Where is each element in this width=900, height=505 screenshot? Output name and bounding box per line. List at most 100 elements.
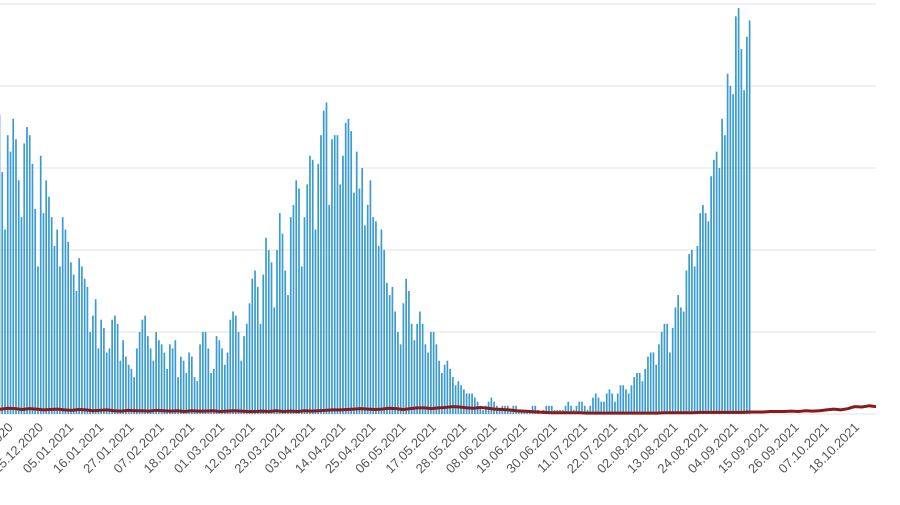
bar [237,332,240,414]
bar [707,221,710,414]
bar [666,323,669,414]
bar [256,286,259,414]
bar [660,332,663,414]
bar [377,245,380,414]
bar [281,233,284,414]
bar [125,356,127,414]
bar [75,291,78,414]
bar [625,389,627,414]
bar [715,151,718,414]
bar [158,340,160,414]
bar [468,393,471,414]
bar [141,319,144,414]
bar [210,373,212,414]
bar [94,299,97,414]
bar [4,229,6,414]
bar [402,303,405,414]
bar [594,393,597,414]
bar [419,311,421,414]
bar [592,397,594,414]
bar [138,332,141,414]
bar [358,188,361,414]
bar [740,49,743,414]
bar [691,250,693,414]
bar [248,303,251,414]
bar [317,163,320,414]
bar [339,184,342,414]
bar [545,405,548,414]
bar [218,340,221,414]
bar [509,409,512,414]
bar [364,225,366,414]
bar [446,360,449,414]
bar [56,229,59,414]
bar [26,127,28,414]
bar [342,155,344,414]
bar [111,319,113,414]
bar [144,315,146,414]
bar [713,159,715,414]
bar [721,118,723,415]
bar [743,90,745,414]
bar [78,258,81,414]
bar [641,381,644,414]
bar [680,307,682,414]
bar [490,397,493,414]
bar [726,73,729,414]
bar [383,250,386,414]
bar [136,348,138,414]
bar [550,405,553,414]
bar [427,352,429,414]
bar [375,221,377,414]
bar [405,278,407,414]
bar [388,295,391,414]
bar [163,352,166,414]
bar [166,368,168,414]
bar [311,159,314,414]
bar [196,381,199,414]
bar [644,368,647,414]
bar [443,364,446,414]
bar [320,135,322,414]
bar [45,180,48,414]
bar [578,401,581,414]
bar [710,176,712,414]
bar [435,344,438,414]
bar [174,340,177,414]
bar [245,323,248,414]
bar [452,377,454,414]
bar [300,266,303,414]
bar [647,356,649,414]
bar [185,373,188,414]
bar [682,311,685,414]
bar [155,332,157,414]
bar [160,344,163,414]
bar [457,381,460,414]
line-series [0,404,877,415]
bar [353,192,355,414]
bar [276,250,278,414]
bar [391,286,394,414]
bar [424,344,427,414]
bar [309,155,311,414]
bar [413,340,416,414]
bar [292,204,295,414]
line-path [0,404,877,415]
bar [430,332,432,414]
bar [748,20,751,415]
bar [273,307,276,414]
bar [179,356,182,414]
bar [37,266,39,414]
bar [20,217,23,414]
bar [685,270,688,414]
bar [438,360,440,414]
bar [589,405,592,414]
bar [369,180,372,414]
bar [223,364,226,414]
bar [619,385,622,414]
bar [611,393,614,414]
x-axis-ticks: 14.12.202025.12.202005.01.202116.01.2021… [0,420,862,477]
bar [718,168,721,414]
bar [267,250,270,414]
bar [59,266,61,414]
